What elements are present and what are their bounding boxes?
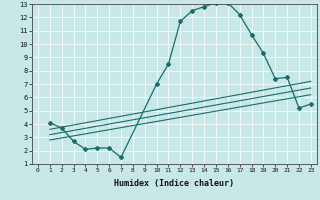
X-axis label: Humidex (Indice chaleur): Humidex (Indice chaleur) [115,179,234,188]
